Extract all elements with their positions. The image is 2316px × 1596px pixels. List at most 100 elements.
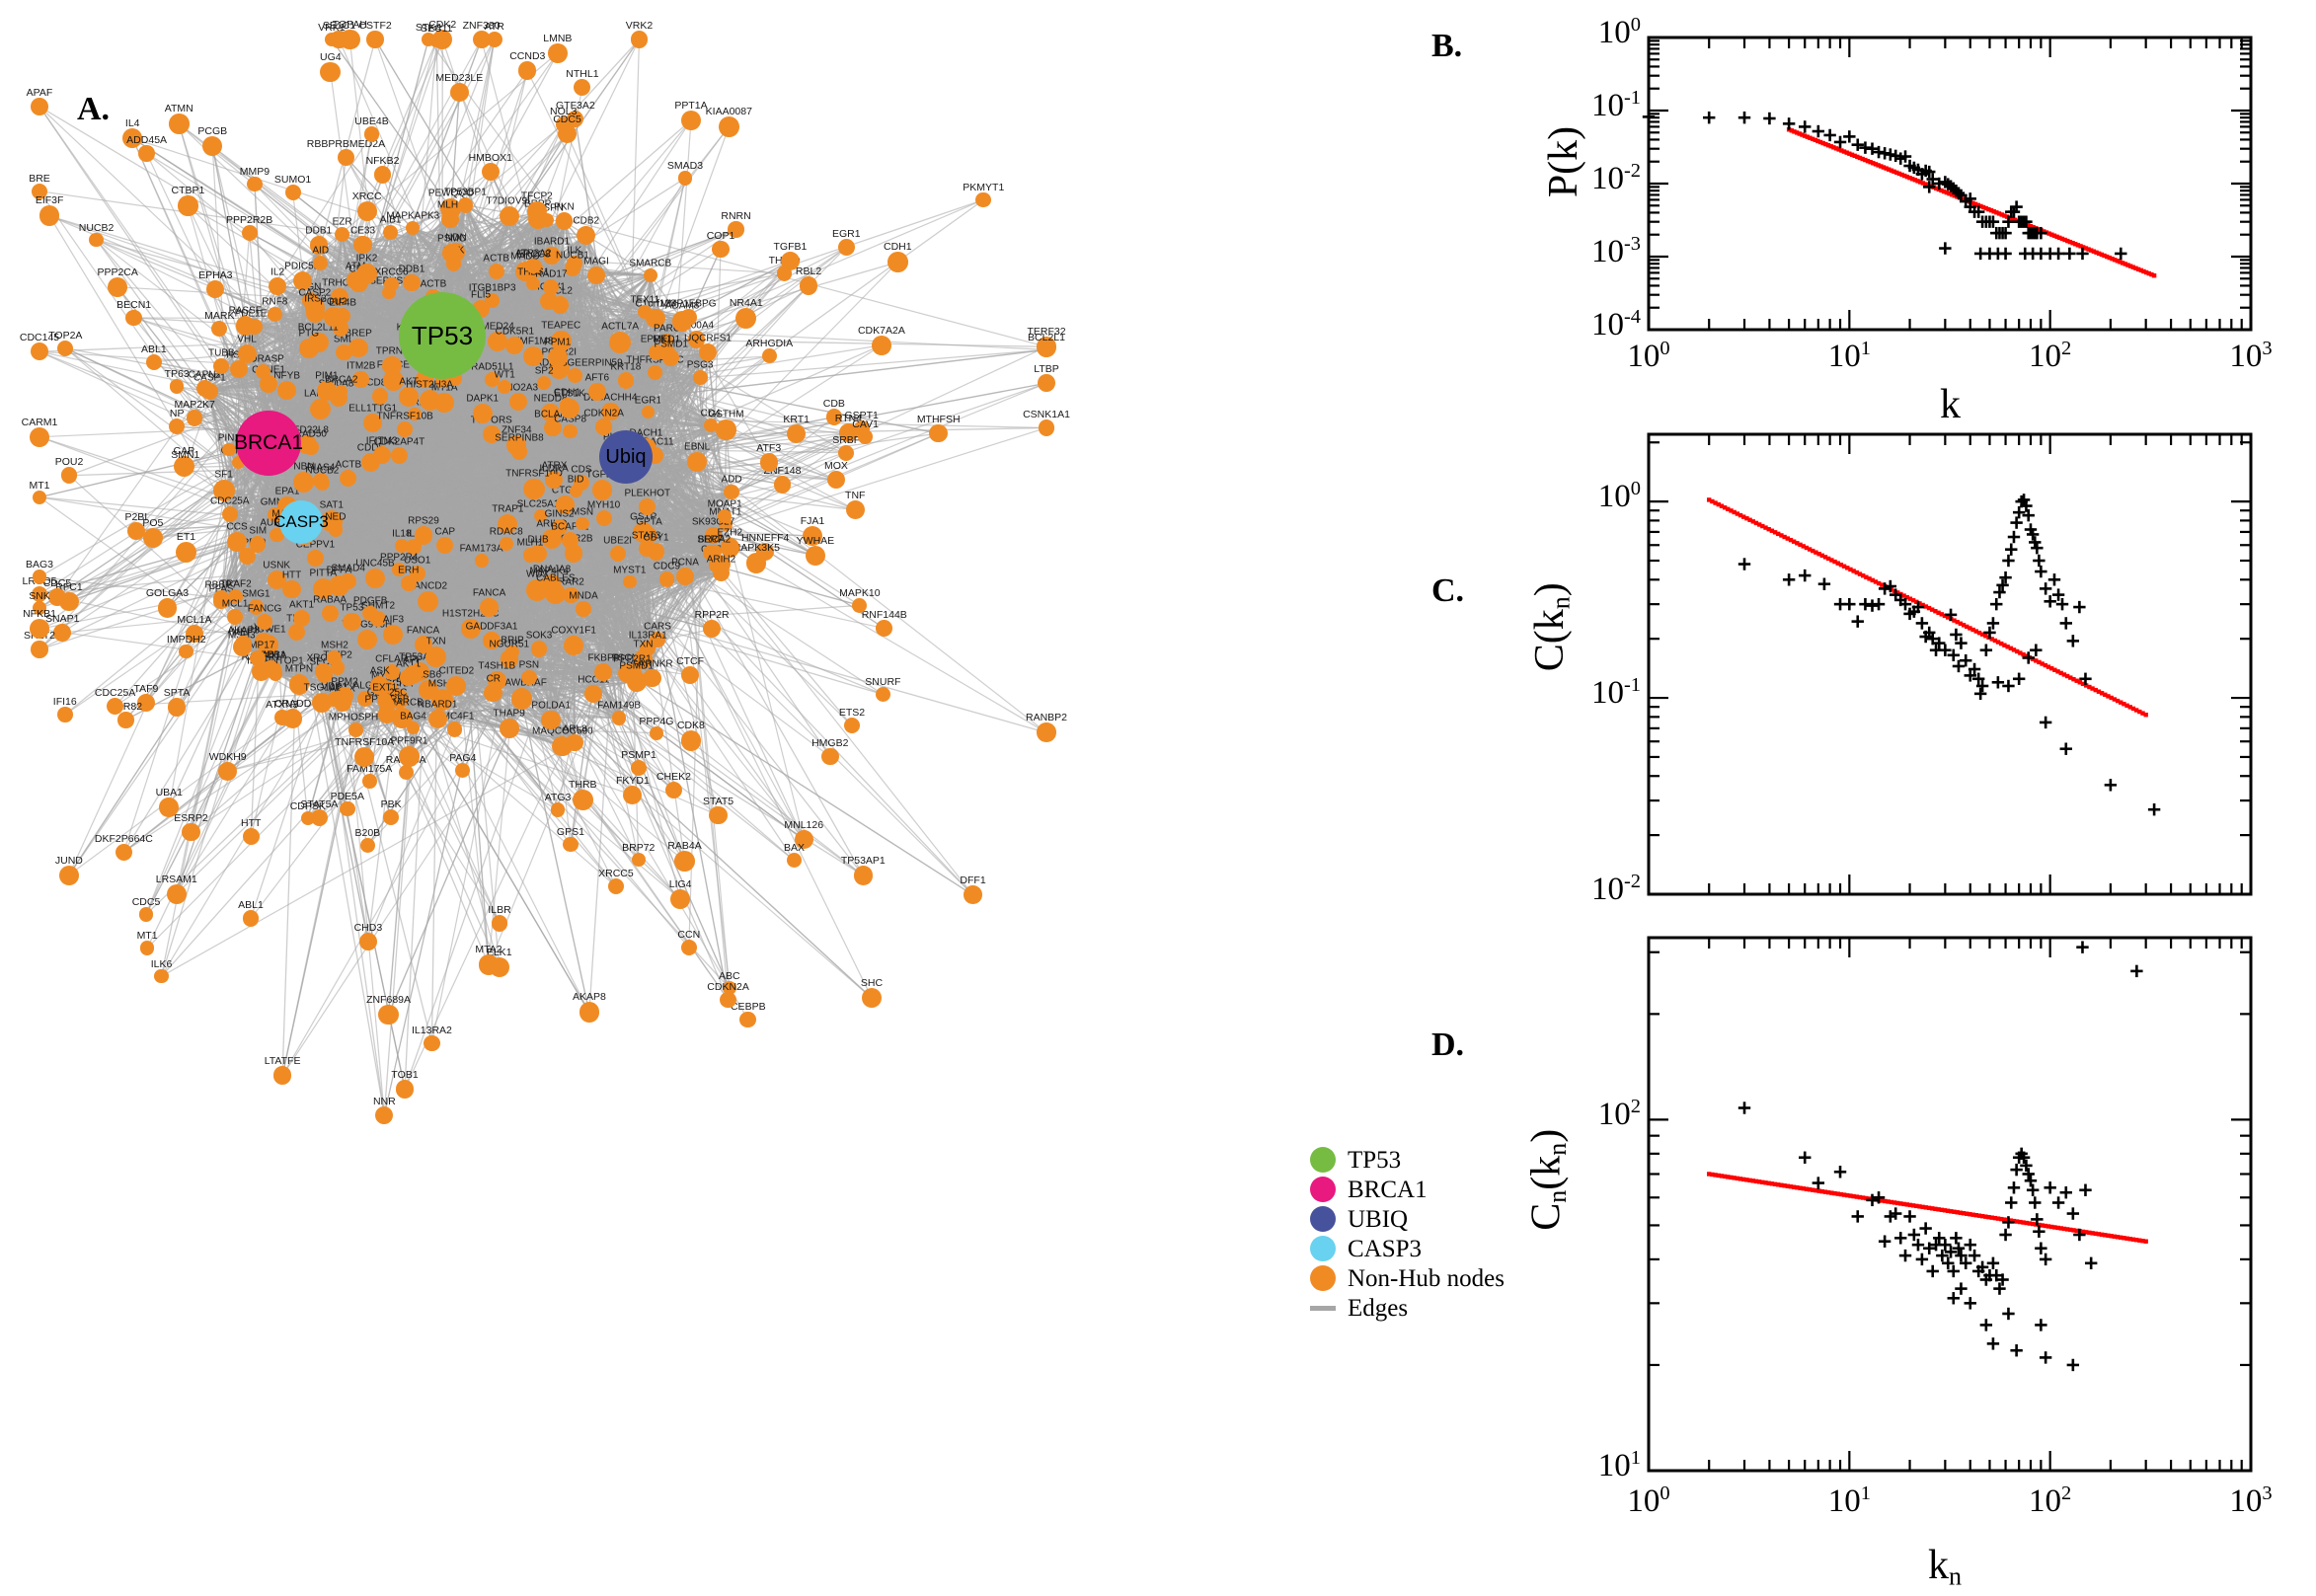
network-node[interactable] [167,884,187,904]
network-node[interactable] [648,543,665,561]
network-node[interactable] [263,660,277,675]
network-node[interactable] [196,380,213,397]
network-node[interactable] [338,149,354,166]
network-node[interactable] [523,548,538,563]
network-node[interactable] [116,844,132,861]
network-node[interactable] [712,241,729,258]
network-node[interactable] [483,425,501,443]
network-node[interactable] [329,522,343,536]
network-node[interactable] [500,719,519,738]
network-node[interactable] [30,427,49,447]
network-node[interactable] [178,195,197,215]
network-node[interactable] [353,236,371,254]
network-node[interactable] [521,670,536,685]
network-node[interactable] [681,111,701,130]
network-node[interactable] [576,517,589,531]
network-node[interactable] [489,264,504,279]
network-node[interactable] [511,688,533,710]
network-node[interactable] [238,344,257,363]
network-node[interactable] [584,685,602,703]
network-node[interactable] [631,760,647,776]
network-node[interactable] [487,32,502,47]
network-node[interactable] [357,691,373,707]
network-node[interactable] [255,633,272,650]
network-node[interactable] [728,221,743,237]
network-node[interactable] [659,571,674,586]
network-node[interactable] [704,418,718,432]
network-node[interactable] [563,837,579,853]
network-node[interactable] [343,613,360,631]
network-node[interactable] [746,553,766,572]
network-node[interactable] [336,687,353,705]
network-node[interactable] [407,722,420,734]
network-node[interactable] [709,806,727,824]
network-node[interactable] [562,532,579,549]
network-node[interactable] [33,601,46,615]
network-node[interactable] [563,424,577,438]
network-node[interactable] [552,296,569,313]
network-node[interactable] [964,885,982,904]
network-node[interactable] [370,676,389,695]
network-node[interactable] [592,480,612,499]
network-node[interactable] [31,641,48,658]
network-node[interactable] [146,354,162,370]
network-node[interactable] [678,171,692,185]
network-node[interactable] [526,277,539,290]
network-node[interactable] [588,383,605,400]
network-node[interactable] [178,460,193,476]
network-node[interactable] [838,445,854,461]
network-node[interactable] [218,762,237,781]
network-node[interactable] [595,418,612,435]
network-node[interactable] [125,310,141,326]
network-node[interactable] [250,536,266,552]
network-node[interactable] [498,380,511,394]
network-node[interactable] [526,260,541,274]
network-node[interactable] [357,201,377,221]
network-node[interactable] [31,98,48,115]
network-node[interactable] [364,126,380,142]
network-node[interactable] [391,447,408,464]
network-node[interactable] [547,474,562,489]
network-node[interactable] [182,823,199,841]
network-node[interactable] [375,1106,393,1124]
network-node[interactable] [420,390,440,411]
network-node[interactable] [609,332,631,353]
network-node[interactable] [247,177,262,191]
network-node[interactable] [596,510,612,526]
hub-node-ubiq[interactable]: Ubiq [599,430,653,484]
network-node[interactable] [681,730,701,750]
network-node[interactable] [544,419,561,436]
network-node[interactable] [362,774,377,789]
network-node[interactable] [187,410,203,426]
network-node[interactable] [576,601,590,616]
network-node[interactable] [674,851,695,872]
network-node[interactable] [117,712,133,727]
network-node[interactable] [501,649,518,667]
network-node[interactable] [168,698,187,717]
network-node[interactable] [401,575,417,591]
network-node[interactable] [556,495,575,514]
network-node[interactable] [560,398,575,413]
network-node[interactable] [243,910,260,927]
network-node[interactable] [781,252,800,270]
network-node[interactable] [392,563,406,576]
network-node[interactable] [89,233,104,248]
network-node[interactable] [213,480,235,501]
network-node[interactable] [523,479,544,499]
network-node[interactable] [315,663,331,679]
network-node[interactable] [739,1012,756,1028]
network-node[interactable] [500,537,513,551]
network-node[interactable] [222,506,238,522]
network-node[interactable] [366,31,383,47]
network-node[interactable] [676,568,694,585]
network-node[interactable] [289,674,310,695]
network-node[interactable] [373,446,391,464]
network-node[interactable] [774,476,792,494]
network-node[interactable] [612,711,626,724]
network-node[interactable] [573,790,593,810]
network-node[interactable] [143,528,163,548]
hub-node-tp53[interactable]: TP53 [399,292,486,379]
hub-node-casp3[interactable]: CASP3 [279,500,323,544]
network-node[interactable] [564,636,582,654]
network-node[interactable] [795,830,813,849]
